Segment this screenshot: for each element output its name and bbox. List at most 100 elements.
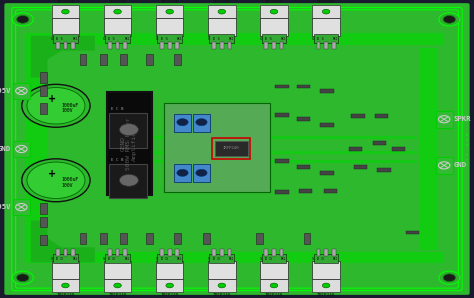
Bar — [56, 249, 60, 256]
Text: G D S: G D S — [155, 37, 167, 41]
Bar — [156, 261, 183, 279]
Bar — [52, 261, 79, 279]
Bar — [349, 147, 362, 151]
Bar — [123, 42, 127, 49]
Circle shape — [17, 274, 29, 282]
Bar — [120, 54, 127, 65]
Text: BK1: BK1 — [333, 37, 338, 41]
Text: 1 1 1 . p p m: 1 1 1 . p p m — [466, 133, 470, 165]
Bar — [116, 42, 119, 49]
Bar — [275, 113, 289, 117]
Bar — [208, 18, 236, 36]
Text: IRFP240: IRFP240 — [213, 1, 231, 4]
Bar — [317, 42, 320, 49]
Text: BK1: BK1 — [177, 37, 182, 41]
Circle shape — [27, 88, 85, 124]
Bar — [123, 249, 127, 256]
Bar — [104, 5, 131, 18]
Bar — [220, 249, 224, 256]
Text: BK1: BK1 — [229, 37, 234, 41]
Circle shape — [443, 15, 456, 23]
Text: BK1: BK1 — [73, 37, 78, 41]
Bar — [317, 249, 320, 256]
Text: 1000uF
100V: 1000uF 100V — [61, 103, 78, 113]
Bar — [40, 203, 47, 214]
Bar — [146, 54, 153, 65]
Text: E C B: E C B — [111, 107, 124, 111]
Text: IRFP240: IRFP240 — [109, 1, 127, 4]
Bar — [53, 34, 78, 43]
Circle shape — [177, 119, 188, 126]
Text: G D S: G D S — [260, 37, 272, 41]
Text: S D D: S D D — [312, 257, 324, 261]
Text: SPKR: SPKR — [454, 116, 471, 122]
Bar — [80, 233, 86, 244]
Bar — [297, 117, 310, 121]
Bar — [392, 147, 405, 151]
Circle shape — [62, 9, 69, 14]
Bar — [297, 165, 310, 169]
Bar — [312, 5, 340, 18]
Text: BK1: BK1 — [73, 257, 78, 261]
Bar — [174, 54, 181, 65]
Bar — [193, 114, 210, 132]
Text: IRFP240: IRFP240 — [161, 1, 179, 4]
Text: 1000uF
100V: 1000uF 100V — [61, 177, 78, 188]
Bar — [260, 261, 288, 279]
Text: BK1: BK1 — [281, 257, 286, 261]
Text: +95V: +95V — [0, 204, 11, 210]
Bar — [168, 42, 172, 49]
Bar — [275, 85, 289, 88]
Bar — [208, 279, 236, 292]
Bar — [260, 279, 288, 292]
Circle shape — [443, 274, 456, 282]
Bar — [280, 249, 283, 256]
Bar — [109, 113, 147, 148]
Bar — [228, 42, 231, 49]
Circle shape — [166, 283, 173, 288]
Bar — [215, 141, 248, 156]
Bar — [314, 254, 338, 263]
Bar — [210, 254, 234, 263]
Bar — [332, 249, 336, 256]
Bar — [160, 249, 164, 256]
Bar — [320, 171, 334, 175]
Text: IRFP240: IRFP240 — [56, 1, 74, 4]
Text: BK1: BK1 — [229, 257, 234, 261]
Circle shape — [439, 271, 460, 284]
Text: E C B: E C B — [111, 158, 124, 162]
Bar — [324, 42, 328, 49]
Bar — [64, 42, 67, 49]
Text: +: + — [48, 94, 56, 104]
Circle shape — [270, 9, 278, 14]
Bar — [312, 279, 340, 292]
Bar — [100, 54, 107, 65]
Text: IRFP240: IRFP240 — [265, 293, 283, 297]
Circle shape — [119, 124, 138, 136]
Bar — [105, 34, 130, 43]
Bar — [264, 42, 268, 49]
Text: -95V: -95V — [0, 88, 11, 94]
Text: GEND
500W RMS Power
Amplifier: GEND 500W RMS Power Amplifier — [120, 117, 137, 170]
Bar — [64, 249, 67, 256]
Bar — [56, 42, 60, 49]
Bar — [304, 233, 310, 244]
Bar — [104, 18, 131, 36]
Bar — [13, 141, 30, 157]
Bar — [52, 279, 79, 292]
Bar — [120, 233, 127, 244]
Bar — [164, 103, 270, 192]
Text: BK1: BK1 — [333, 257, 338, 261]
Bar — [157, 254, 182, 263]
Bar — [351, 114, 365, 118]
Text: G D S: G D S — [51, 37, 63, 41]
Bar — [208, 261, 236, 279]
Text: G D S: G D S — [312, 37, 324, 41]
Text: S D D: S D D — [103, 257, 115, 261]
Bar — [40, 72, 47, 83]
Bar — [52, 18, 79, 36]
Text: +: + — [48, 169, 56, 179]
Bar — [40, 103, 47, 114]
Bar — [377, 168, 391, 172]
Bar — [71, 249, 75, 256]
